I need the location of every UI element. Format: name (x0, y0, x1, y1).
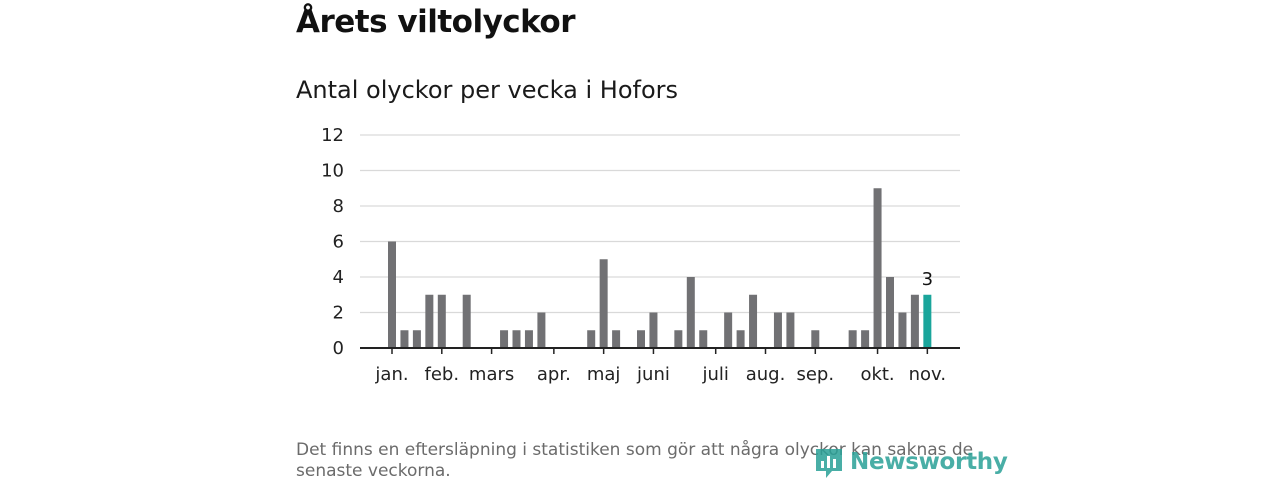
bar (674, 330, 683, 348)
x-tick-label: sep. (796, 364, 834, 385)
bar (686, 277, 695, 348)
bar (500, 330, 509, 348)
bar (400, 330, 409, 348)
bar (898, 312, 907, 348)
x-tick-label: juni (636, 364, 670, 385)
bar (612, 330, 621, 348)
y-tick-label: 0 (333, 338, 344, 359)
bar (412, 330, 421, 348)
x-tick-label: maj (587, 364, 621, 385)
newsworthy-logo: Newsworthy (814, 444, 1008, 480)
bar (649, 312, 658, 348)
bar (699, 330, 708, 348)
x-tick-label: feb. (425, 364, 460, 385)
y-tick-label: 8 (333, 196, 344, 217)
x-tick-label: juli (701, 364, 728, 385)
bar (437, 294, 446, 348)
bar (524, 330, 533, 348)
bar-highlight (923, 294, 932, 348)
bar (425, 294, 434, 348)
bar (873, 188, 882, 348)
bar (786, 312, 795, 348)
bar (587, 330, 596, 348)
bar (736, 330, 745, 348)
bar (388, 241, 396, 348)
bar (886, 277, 894, 348)
x-tick-label: jan. (374, 364, 408, 385)
bar (537, 312, 546, 348)
bar (462, 294, 471, 348)
bar (910, 294, 919, 348)
y-tick-label: 2 (333, 303, 344, 324)
newsworthy-logo-icon (816, 449, 842, 478)
y-tick-label: 12 (321, 125, 344, 146)
newsworthy-logo-text: Newsworthy (850, 449, 1008, 475)
y-tick-label: 6 (333, 232, 344, 253)
x-tick-label: mars (469, 364, 514, 385)
x-tick-label: okt. (860, 364, 894, 385)
x-tick-label: nov. (909, 364, 946, 385)
bar (749, 294, 758, 348)
bar (773, 312, 782, 348)
x-tick-label: apr. (537, 364, 571, 385)
footnote: Det finns en eftersläpning i statistiken… (296, 440, 974, 481)
bar-chart: 0 2 4 6 8 10 12 3 jan. feb. mars apr. maj juni juli aug… (321, 125, 960, 385)
x-tick-label: aug. (746, 364, 786, 385)
bar-value-label: 3 (922, 269, 933, 290)
chart-title: Årets viltolyckor (296, 4, 576, 40)
chart-subtitle: Antal olyckor per vecka i Hofors (296, 76, 679, 104)
y-tick-label: 4 (333, 267, 344, 288)
bar (512, 330, 521, 348)
y-tick-label: 10 (321, 161, 344, 182)
bar (724, 312, 733, 348)
bar (637, 330, 645, 348)
bar (599, 259, 608, 348)
bar (811, 330, 820, 348)
bar (848, 330, 857, 348)
bar (861, 330, 870, 348)
